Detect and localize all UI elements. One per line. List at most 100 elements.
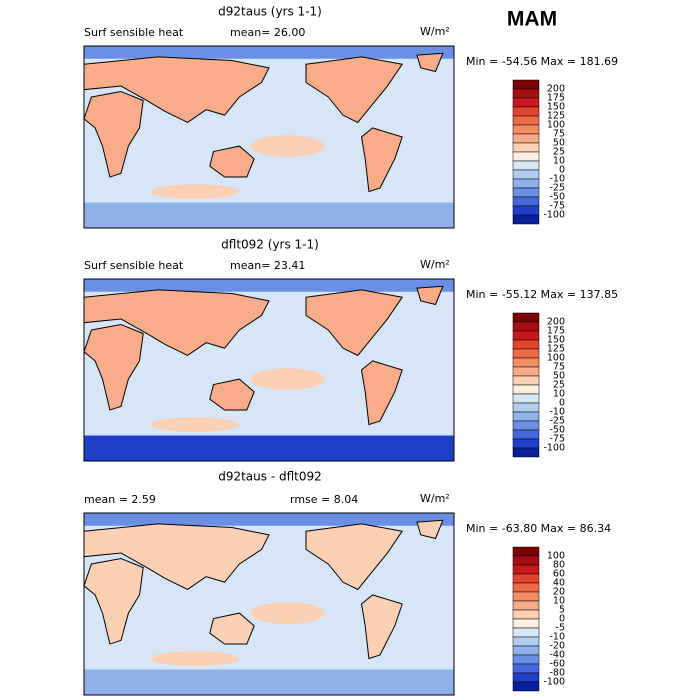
colorbar-box <box>512 402 540 413</box>
colorbar-label: -100 <box>543 210 565 221</box>
colorbar-box <box>512 618 540 629</box>
colorbar-label: 80 <box>553 560 565 571</box>
colorbar-label: 100 <box>547 120 565 131</box>
colorbar-box <box>512 330 540 341</box>
map-arctic-band <box>84 46 454 59</box>
colorbar-box <box>512 384 540 395</box>
colorbar-label: 150 <box>547 335 565 346</box>
panel-title: dflt092 (yrs 1-1) <box>221 238 319 252</box>
colorbar-box <box>512 366 540 377</box>
map-land <box>83 56 270 124</box>
colorbar-box <box>512 555 540 566</box>
colorbar-label: 25 <box>553 147 565 158</box>
colorbar-box <box>512 196 540 207</box>
colorbar-label: 10 <box>553 596 565 607</box>
colorbar-label: 0 <box>559 398 565 409</box>
colorbar-box <box>512 79 540 90</box>
colorbar-box <box>512 169 540 180</box>
map-arctic-band <box>84 279 454 292</box>
colorbar-box <box>512 88 540 99</box>
colorbar-label: -25 <box>549 416 565 427</box>
map-land <box>209 378 255 411</box>
colorbar-label: 5 <box>559 605 565 616</box>
map-land <box>83 90 144 178</box>
colorbar-box <box>512 348 540 359</box>
colorbar-label: -60 <box>549 659 565 670</box>
colorbar-label: 200 <box>547 317 565 328</box>
map-land <box>305 56 404 124</box>
colorbar-label: -10 <box>549 632 565 643</box>
map-land <box>83 557 144 645</box>
map-land <box>416 519 444 540</box>
colorbar-box <box>512 546 540 557</box>
colorbar-label: -50 <box>549 425 565 436</box>
colorbar-label: 20 <box>553 587 565 598</box>
colorbar-label: -80 <box>549 668 565 679</box>
colorbar-label: -75 <box>549 434 565 445</box>
map-land <box>305 523 404 591</box>
colorbar-label: -10 <box>549 407 565 418</box>
colorbar-box <box>512 645 540 656</box>
colorbar-label: 50 <box>553 138 565 149</box>
colorbar-label: 50 <box>553 371 565 382</box>
colorbar-box <box>512 654 540 665</box>
map-land <box>416 285 444 306</box>
colorbar-label: 10 <box>553 389 565 400</box>
colorbar-box <box>512 97 540 108</box>
map-land <box>83 523 270 591</box>
colorbar-box <box>512 357 540 368</box>
colorbar-box <box>512 375 540 386</box>
colorbar-box <box>512 160 540 171</box>
stat-label: mean = 2.59 <box>84 493 156 506</box>
colorbar-label: 0 <box>559 165 565 176</box>
colorbar-label: -100 <box>543 443 565 454</box>
colorbar-label: 175 <box>547 326 565 337</box>
map-arctic-band <box>84 513 454 526</box>
colorbar-box <box>512 321 540 332</box>
map-warm-patch <box>150 417 240 432</box>
colorbar-label: 125 <box>547 111 565 122</box>
colorbar-label: -10 <box>549 174 565 185</box>
map-land <box>416 52 444 73</box>
colorbar-label: 100 <box>547 551 565 562</box>
colorbar-box <box>512 214 540 225</box>
map-land <box>83 323 144 411</box>
colorbar-box <box>512 339 540 350</box>
map-warm-patch <box>250 602 325 625</box>
colorbar-label: 75 <box>553 362 565 373</box>
map-polar-band <box>84 202 454 228</box>
season-label: MAM <box>507 8 557 31</box>
colorbar-label: -100 <box>543 677 565 688</box>
variable-label: Surf sensible heat <box>84 26 184 39</box>
colorbar-box <box>512 151 540 162</box>
colorbar-box <box>512 115 540 126</box>
colorbar-box <box>512 393 540 404</box>
colorbar-label: 60 <box>553 569 565 580</box>
colorbar-box <box>512 591 540 602</box>
colorbar-box <box>512 609 540 620</box>
colorbar-box <box>512 681 540 692</box>
colorbar-box <box>512 187 540 198</box>
colorbar-box <box>512 627 540 638</box>
colorbar-label: 150 <box>547 102 565 113</box>
colorbar-label: -5 <box>556 623 565 634</box>
variable-label: Surf sensible heat <box>84 259 184 272</box>
colorbar-box <box>512 438 540 449</box>
unit-label: W/m² <box>420 258 450 271</box>
colorbar-box <box>512 142 540 153</box>
colorbar-box <box>512 312 540 323</box>
colorbar-box <box>512 106 540 117</box>
colorbar-label: -75 <box>549 201 565 212</box>
map-land <box>360 127 403 193</box>
stat-label: rmse = 8.04 <box>290 493 358 506</box>
map-frame <box>83 45 455 229</box>
range-label: Min = -55.12 Max = 137.85 <box>466 288 618 301</box>
stat-label: mean= 23.41 <box>230 259 305 272</box>
colorbar-label: 125 <box>547 344 565 355</box>
map-land <box>360 594 403 660</box>
colorbar-box <box>512 178 540 189</box>
map-frame <box>83 278 455 462</box>
map-land <box>83 289 270 357</box>
colorbar-box <box>512 672 540 683</box>
